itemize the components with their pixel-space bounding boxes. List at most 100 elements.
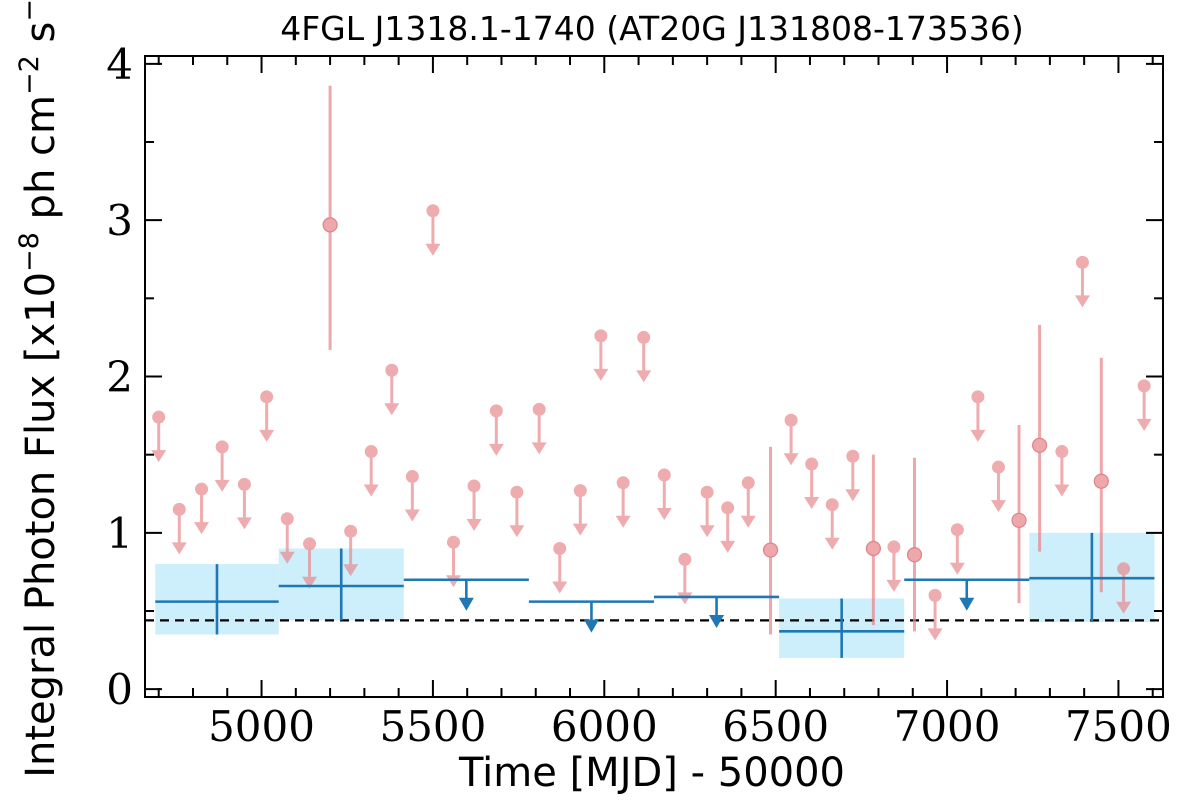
fine-marker bbox=[1011, 512, 1027, 528]
fine-upper-limit-34 bbox=[949, 523, 965, 575]
coarse-ul-arrow bbox=[709, 614, 725, 628]
fine-upper-limit-7 bbox=[302, 537, 318, 589]
fine-ul-arrow bbox=[384, 403, 400, 416]
fine-ul-marker bbox=[364, 445, 378, 459]
fine-ul-marker bbox=[532, 402, 546, 416]
fine-ul-marker bbox=[805, 457, 819, 471]
y-axis-label-main: Integral Photon Flux [x10 bbox=[18, 272, 64, 778]
fine-ul-marker bbox=[405, 470, 419, 484]
fine-upper-limit-11 bbox=[404, 470, 420, 522]
fine-marker bbox=[906, 547, 923, 563]
fine-upper-limit-16 bbox=[509, 485, 525, 538]
y-axis-label-exponent-3: −1 bbox=[14, 0, 45, 22]
fine-detection-1 bbox=[762, 446, 779, 635]
fine-upper-limit-32 bbox=[886, 540, 902, 592]
x-tick-label: 7500 bbox=[1065, 702, 1172, 751]
fine-ul-arrow bbox=[445, 575, 461, 588]
fine-ul-arrow bbox=[970, 429, 986, 442]
y-tick-label: 0 bbox=[106, 665, 133, 714]
fine-upper-limit-40 bbox=[1136, 379, 1152, 431]
fine-upper-limit-17 bbox=[531, 402, 547, 455]
coarse-upper-limit-1 bbox=[528, 600, 654, 633]
fine-ul-marker bbox=[887, 540, 901, 554]
fine-upper-limit-2 bbox=[194, 482, 210, 535]
coarse-upper-limit-2 bbox=[654, 595, 780, 628]
coarse-upper-limit-3 bbox=[904, 578, 1030, 611]
fine-ul-arrow bbox=[720, 540, 736, 553]
fine-upper-limit-5 bbox=[259, 390, 275, 442]
fine-ul-arrow bbox=[1116, 601, 1132, 614]
fine-marker bbox=[322, 217, 338, 233]
coarse-ul-arrow bbox=[959, 597, 975, 611]
y-axis-label-exponent: −8 bbox=[14, 232, 45, 272]
fine-ul-marker bbox=[426, 204, 440, 218]
fine-upper-limit-39 bbox=[1116, 562, 1132, 614]
fine-ul-marker bbox=[1055, 445, 1069, 459]
fine-upper-limit-35 bbox=[970, 390, 986, 442]
fine-ul-arrow bbox=[363, 484, 379, 497]
fine-ul-marker bbox=[280, 512, 294, 526]
y-axis-label-exponent-2: −2 bbox=[14, 55, 45, 95]
fine-ul-arrow bbox=[404, 509, 420, 522]
fine-ul-marker bbox=[784, 413, 798, 427]
fine-ul-arrow bbox=[343, 564, 359, 577]
fine-ul-marker bbox=[152, 410, 166, 424]
y-tick-label: 4 bbox=[106, 40, 133, 89]
x-tick-label: 6000 bbox=[551, 702, 658, 751]
fine-ul-arrow bbox=[1054, 484, 1070, 497]
fine-ul-arrow bbox=[949, 562, 965, 575]
fine-ul-arrow bbox=[615, 515, 631, 528]
fine-ul-arrow bbox=[259, 429, 275, 442]
fine-ul-marker bbox=[928, 588, 942, 602]
fine-ul-arrow bbox=[302, 576, 318, 589]
fine-ul-marker bbox=[573, 484, 587, 498]
fine-upper-limit-21 bbox=[615, 476, 631, 528]
coarse-upper-limit-0 bbox=[403, 578, 529, 611]
fine-detection-3 bbox=[906, 457, 923, 632]
fine-ul-marker bbox=[553, 541, 567, 555]
coarse-ul-arrow bbox=[583, 619, 599, 633]
fine-upper-limit-6 bbox=[279, 512, 295, 564]
fine-upper-limit-28 bbox=[783, 413, 799, 466]
fine-ul-arrow bbox=[236, 517, 252, 530]
fine-upper-limit-30 bbox=[824, 498, 840, 550]
x-tick-label: 5000 bbox=[208, 702, 315, 751]
y-tick-label: 1 bbox=[106, 509, 133, 558]
fine-upper-limit-26 bbox=[720, 501, 736, 553]
plot-area bbox=[145, 85, 1163, 658]
coarse-detection-0 bbox=[155, 564, 279, 635]
fine-ul-arrow bbox=[990, 500, 1006, 513]
fine-ul-marker bbox=[950, 523, 964, 537]
fine-ul-marker bbox=[721, 501, 735, 515]
fine-upper-limit-3 bbox=[214, 440, 230, 492]
fine-ul-marker bbox=[260, 390, 274, 404]
fine-ul-marker bbox=[344, 524, 358, 538]
x-axis-label: Time [MJD] - 50000 bbox=[458, 750, 845, 796]
y-tick-label: 3 bbox=[106, 196, 133, 245]
fine-ul-arrow bbox=[171, 542, 187, 555]
x-tick-label: 5500 bbox=[379, 702, 486, 751]
fine-upper-limit-19 bbox=[572, 484, 588, 536]
fine-ul-marker bbox=[700, 485, 714, 499]
fine-upper-limit-15 bbox=[488, 404, 504, 456]
fine-detection-0 bbox=[322, 85, 338, 350]
fine-upper-limit-20 bbox=[593, 329, 609, 381]
y-tick-label: 2 bbox=[106, 353, 133, 402]
fine-ul-arrow bbox=[804, 497, 820, 510]
fine-upper-limit-12 bbox=[425, 204, 441, 256]
fine-detection-2 bbox=[865, 454, 881, 626]
fine-marker bbox=[1032, 437, 1048, 453]
fine-ul-marker bbox=[678, 552, 692, 566]
fine-ul-arrow bbox=[1074, 295, 1090, 308]
x-tick-label: 6500 bbox=[722, 702, 829, 751]
fine-upper-limit-13 bbox=[445, 535, 461, 588]
fine-upper-limit-9 bbox=[363, 445, 379, 497]
fine-ul-arrow bbox=[466, 518, 482, 531]
coarse-detection-1 bbox=[278, 548, 404, 621]
coarse-detection-2 bbox=[779, 598, 905, 658]
fine-ul-marker bbox=[637, 330, 651, 344]
fine-ul-arrow bbox=[740, 515, 756, 528]
fine-upper-limit-25 bbox=[699, 485, 715, 538]
fine-ul-marker bbox=[489, 404, 503, 418]
